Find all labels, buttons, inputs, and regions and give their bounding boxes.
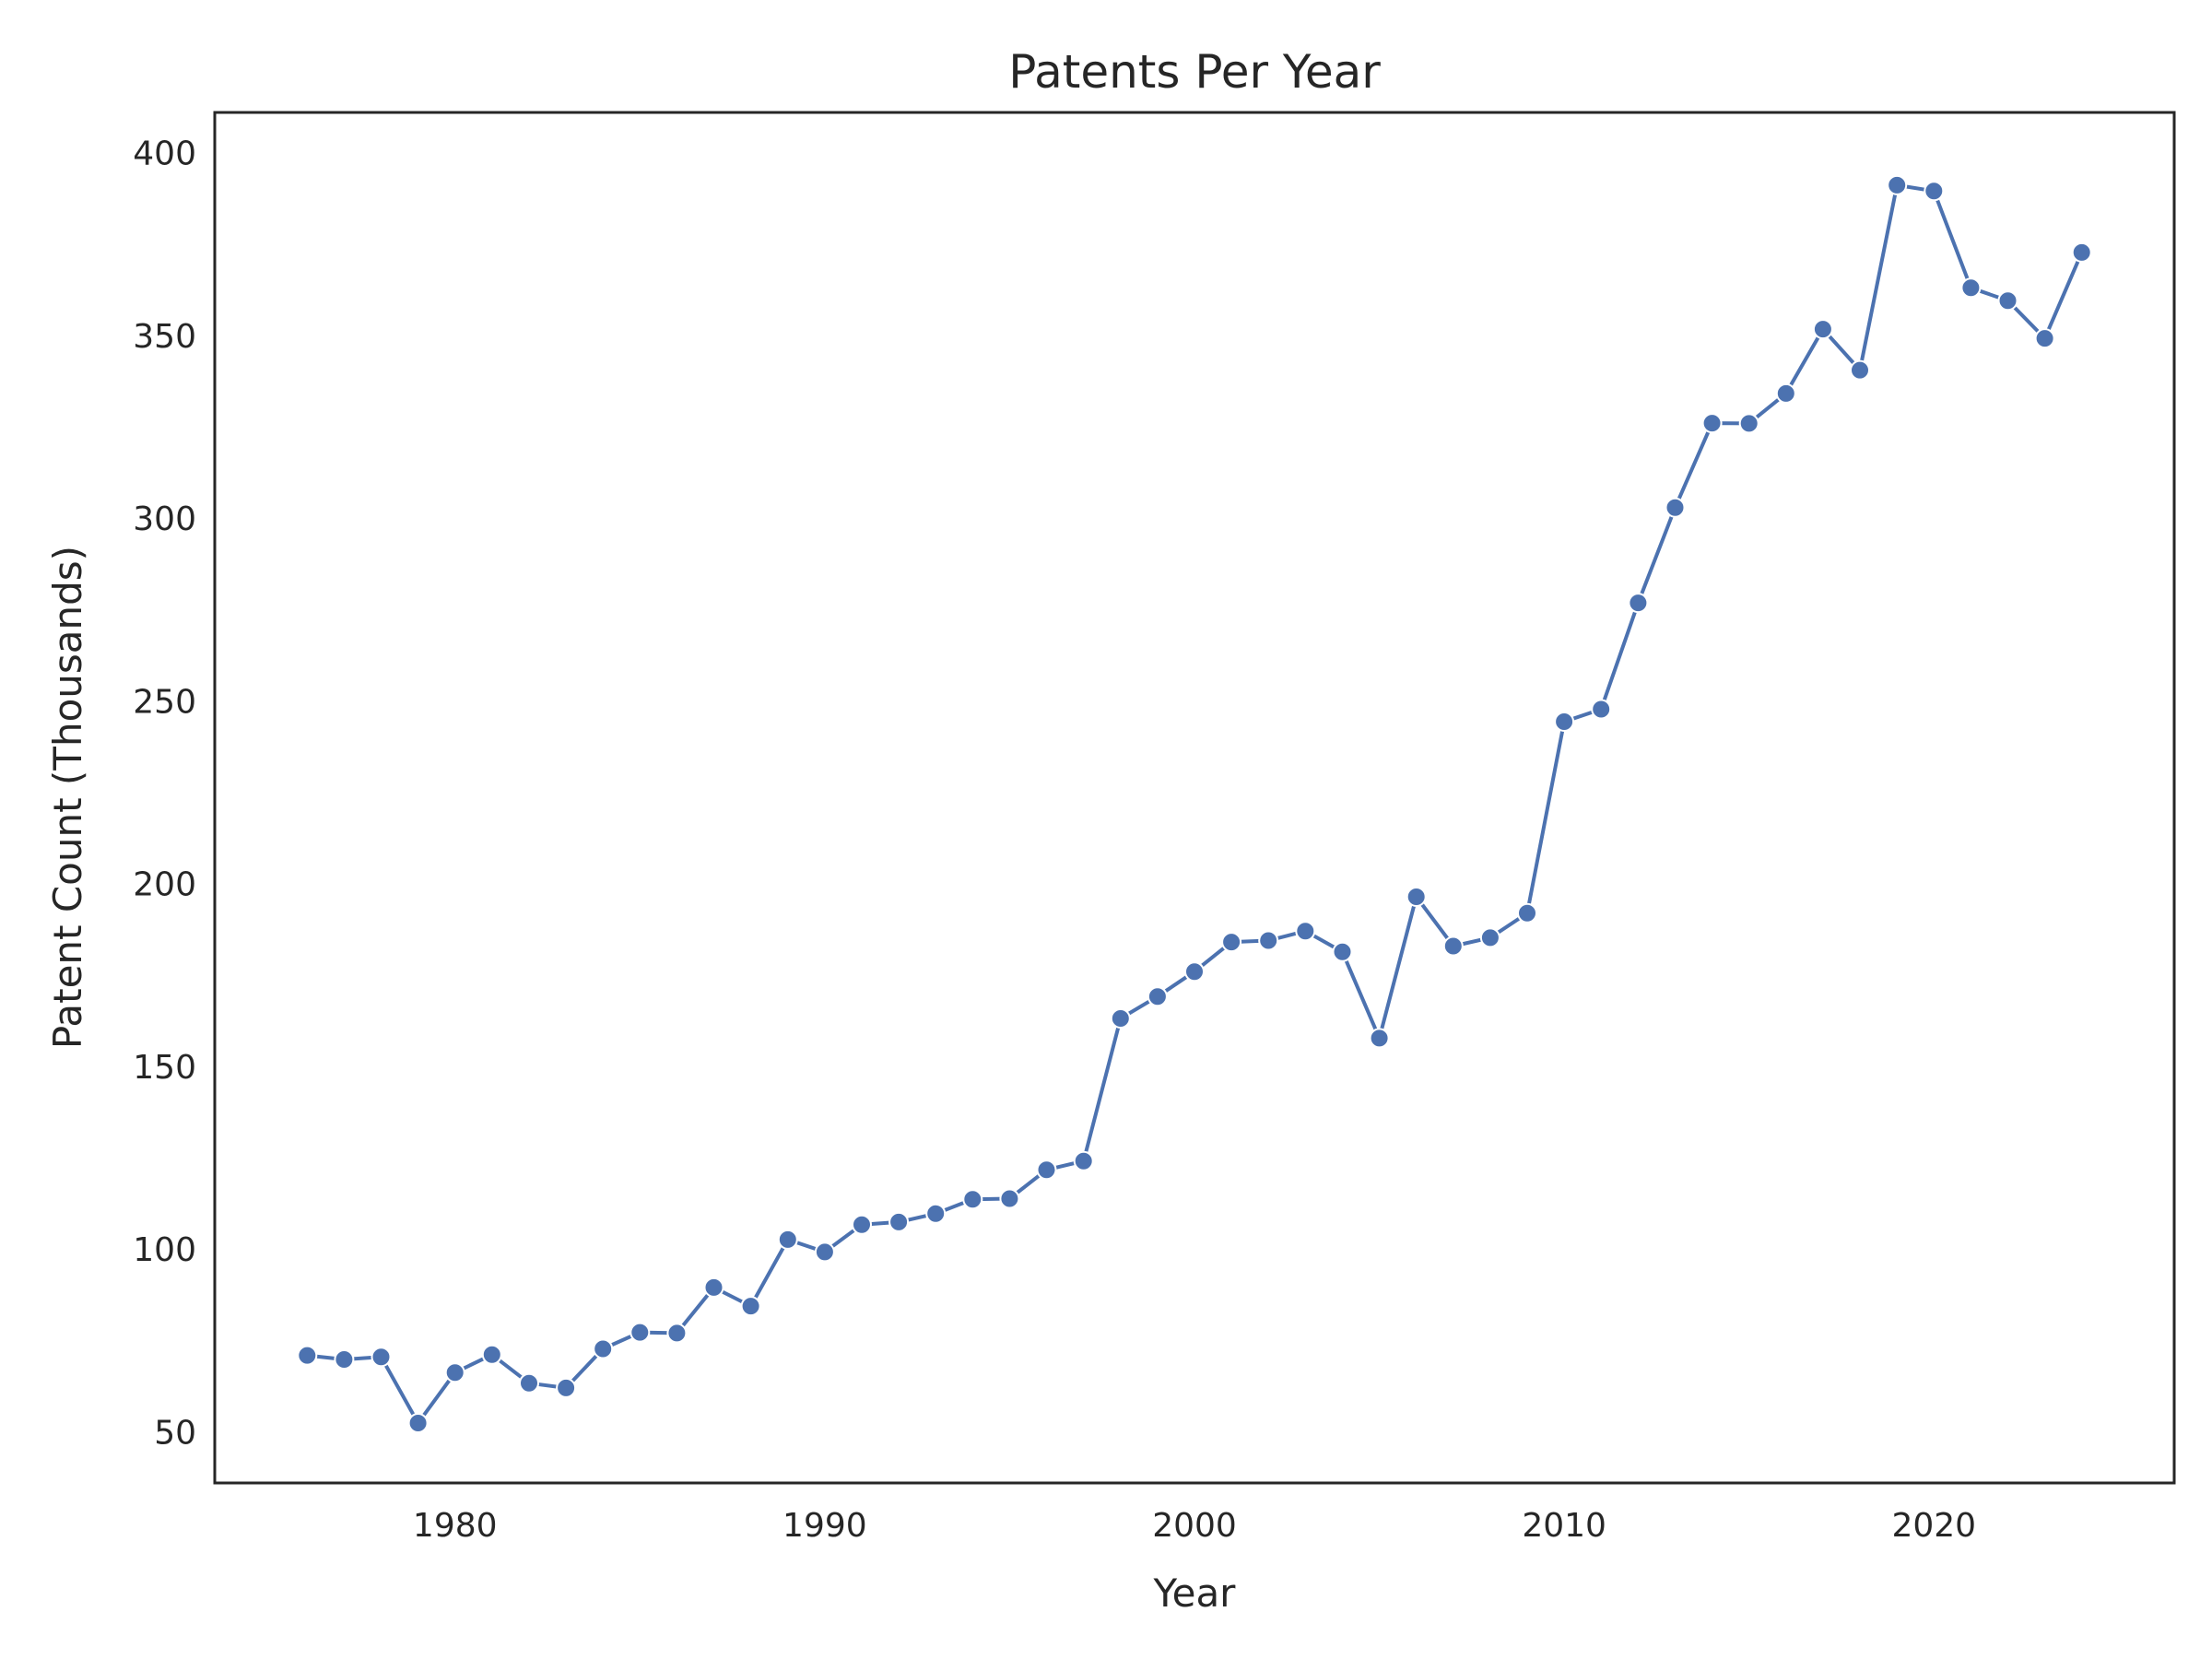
data-point [335, 1350, 353, 1369]
data-point [742, 1297, 760, 1315]
x-tick-label: 2010 [1522, 1507, 1606, 1545]
data-point [2073, 243, 2091, 262]
series-line [307, 185, 2081, 1423]
y-tick-label: 50 [154, 1414, 196, 1452]
data-point [1740, 414, 1759, 432]
data-point [1629, 594, 1647, 612]
series-points [298, 176, 2090, 1432]
x-axis-label: Year [1153, 1571, 1237, 1616]
data-point [1075, 1152, 1093, 1171]
chart-title: Patents Per Year [1008, 45, 1381, 99]
data-point [1444, 937, 1463, 956]
data-point [1518, 904, 1536, 923]
y-tick-label: 300 [133, 500, 196, 538]
data-point [889, 1213, 908, 1231]
data-point [963, 1190, 982, 1208]
data-point [483, 1346, 501, 1364]
data-point [1371, 1029, 1389, 1047]
data-point [853, 1216, 871, 1234]
data-point [1112, 1009, 1130, 1028]
data-point [1259, 932, 1277, 950]
data-point [926, 1205, 945, 1223]
data-point [1222, 933, 1241, 951]
y-axis: 50 100 150 200 250 300 350 400 [133, 135, 196, 1453]
data-point [594, 1340, 612, 1359]
data-point [1296, 922, 1314, 940]
data-point [1592, 700, 1610, 719]
data-point [816, 1242, 834, 1261]
y-tick-label: 250 [133, 683, 196, 721]
data-point [1481, 928, 1500, 947]
plot-frame [215, 112, 2174, 1483]
data-point [1334, 943, 1352, 961]
data-point [779, 1230, 797, 1249]
data-point [667, 1324, 686, 1342]
data-point [1924, 182, 1943, 200]
y-tick-label: 200 [133, 866, 196, 904]
data-point [1666, 499, 1685, 517]
y-tick-label: 350 [133, 318, 196, 356]
data-point [630, 1324, 649, 1342]
data-point [1185, 962, 1204, 981]
x-axis: 1980 1990 2000 2010 2020 [413, 1507, 1976, 1545]
y-tick-label: 100 [133, 1231, 196, 1269]
data-point [1407, 888, 1426, 906]
x-tick-label: 1990 [782, 1507, 867, 1545]
data-point [1961, 278, 1980, 297]
data-point [705, 1278, 724, 1297]
y-tick-label: 150 [133, 1049, 196, 1087]
y-tick-label: 400 [133, 135, 196, 173]
data-point [1000, 1190, 1018, 1208]
data-point [372, 1347, 391, 1366]
data-point [446, 1363, 465, 1382]
data-point [1814, 320, 1832, 338]
x-tick-label: 2000 [1152, 1507, 1237, 1545]
data-point [1888, 176, 1906, 194]
data-point [520, 1374, 538, 1393]
x-tick-label: 2020 [1891, 1507, 1976, 1545]
data-point [1777, 384, 1795, 403]
data-point [1555, 712, 1573, 731]
data-point [557, 1379, 575, 1397]
data-point [298, 1347, 316, 1365]
data-point [1851, 361, 1869, 380]
data-point [409, 1414, 428, 1432]
data-point [1999, 291, 2018, 310]
data-point [1038, 1160, 1056, 1179]
y-axis-label: Patent Count (Thousands) [45, 546, 90, 1049]
data-point [1148, 987, 1167, 1006]
x-tick-label: 1980 [413, 1507, 498, 1545]
data-point [1703, 414, 1722, 432]
data-point [2036, 329, 2054, 347]
